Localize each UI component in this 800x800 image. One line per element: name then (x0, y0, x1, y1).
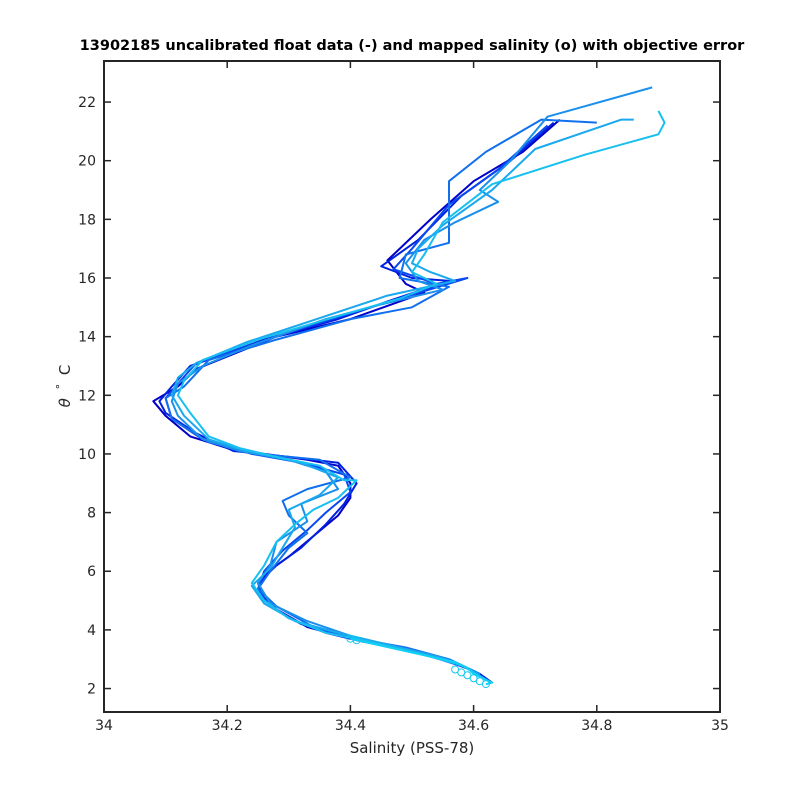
svg-text:θ ° C: θ ° C (50, 365, 74, 408)
series-line-2 (158, 121, 555, 684)
y-tick-label: 12 (78, 388, 96, 404)
y-axis-label-symbol: θ (56, 398, 74, 407)
ticks-layer: 34 34.2 34.4 34.6 34.8 35 2 4 6 8 10 12 14 16 18 20 22 (78, 61, 729, 734)
mapped-salinity-marker (451, 665, 460, 674)
plot-frame (103, 60, 721, 713)
series-line-5 (170, 86, 653, 675)
x-tick-label: 34.6 (458, 718, 489, 734)
series-line-3 (164, 124, 549, 681)
y-tick-label: 6 (87, 564, 96, 580)
series-layer (152, 86, 666, 689)
y-tick-label: 2 (87, 682, 96, 698)
y-tick-label: 10 (78, 447, 96, 463)
y-axis-label-degree: ° (54, 384, 67, 390)
x-tick-label: 34.4 (335, 718, 366, 734)
y-tick-label: 18 (78, 212, 96, 228)
chart-title: 13902185 uncalibrated float data (-) and… (80, 38, 745, 54)
y-tick-label: 14 (78, 330, 96, 346)
mapped-salinity-marker (352, 636, 361, 645)
y-tick-label: 22 (78, 95, 96, 111)
mapped-salinity-marker (469, 674, 478, 683)
y-tick-label: 20 (78, 154, 96, 170)
x-tick-label: 34 (95, 718, 113, 734)
series-line-8 (350, 637, 494, 686)
y-tick-label: 4 (87, 623, 96, 639)
y-axis-label: θ ° C (50, 365, 74, 408)
series-line-7 (176, 110, 666, 681)
x-tick-label: 34.2 (212, 718, 243, 734)
x-tick-label: 34.8 (581, 718, 612, 734)
x-axis-label: Salinity (PSS-78) (350, 739, 475, 757)
y-tick-label: 16 (78, 271, 96, 287)
y-axis-label-unit: C (56, 365, 74, 375)
series-line-1 (152, 118, 561, 684)
x-tick-label: 35 (711, 718, 729, 734)
series-line-6 (170, 118, 634, 681)
y-tick-label: 8 (87, 506, 96, 522)
mapped-salinity-marker (346, 634, 355, 643)
series-line-4 (164, 118, 597, 675)
